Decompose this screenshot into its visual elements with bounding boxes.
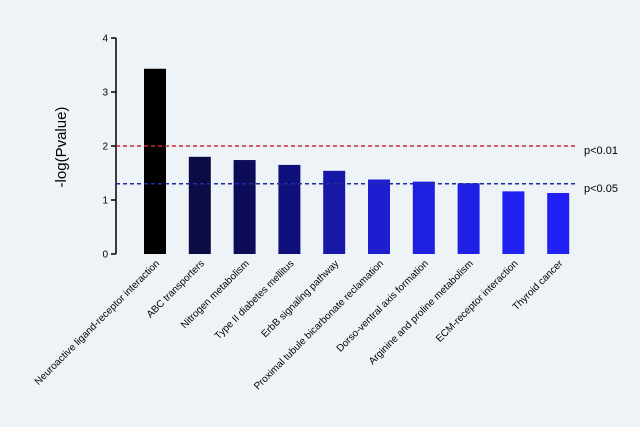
bar <box>457 183 480 254</box>
x-category-label: ECM-receptor interaction <box>434 258 520 344</box>
x-category-label: Type II diabetes mellitus <box>213 258 297 342</box>
bar <box>412 181 435 254</box>
bar <box>368 179 390 254</box>
x-axis-labels: Neuroactive ligand-receptor interactionA… <box>33 258 566 392</box>
threshold-label: p<0.01 <box>584 145 618 157</box>
bar <box>547 192 570 254</box>
threshold-lines: p<0.01 p<0.05 <box>116 145 618 195</box>
bar <box>188 156 211 254</box>
bars-group <box>144 68 570 254</box>
bar <box>502 191 525 254</box>
x-category-label: Dorso-ventral axis formation <box>335 258 431 354</box>
threshold-label: p<0.05 <box>584 183 618 195</box>
y-tick-label: 3 <box>102 88 108 99</box>
y-tick-label: 0 <box>102 250 108 261</box>
y-tick-label: 4 <box>102 34 108 45</box>
bar <box>278 164 301 254</box>
x-category-label: Neuroactive ligand-receptor interaction <box>33 258 162 387</box>
bar <box>233 160 256 254</box>
bar <box>323 170 346 254</box>
y-tick-label: 2 <box>102 142 108 153</box>
y-axis-label: -log(Pvalue) <box>53 107 70 188</box>
bar <box>144 68 166 254</box>
y-tick-label: 1 <box>102 196 108 207</box>
y-axis: 0 1 2 3 4 <box>102 34 117 261</box>
x-category-label: ErbB signaling pathway <box>260 258 342 340</box>
